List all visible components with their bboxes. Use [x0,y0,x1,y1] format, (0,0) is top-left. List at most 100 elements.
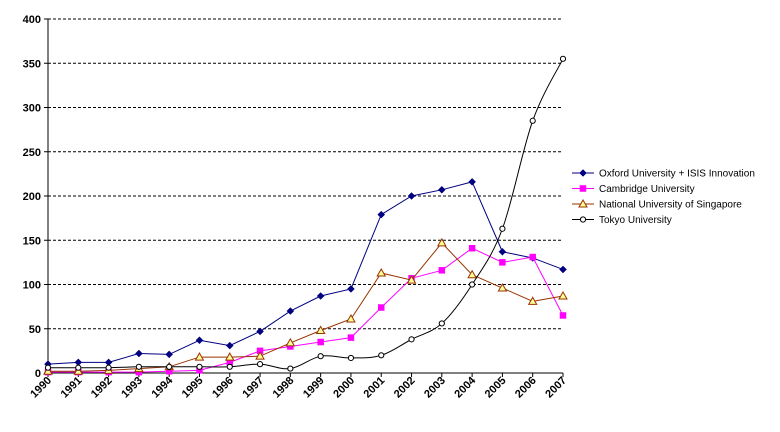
data-point [437,185,446,194]
x-tick-label: 1992 [89,375,115,401]
data-point [469,281,476,288]
data-point [195,336,204,345]
x-tick-label: 2000 [331,375,357,401]
data-point [224,352,235,361]
data-point [347,354,355,362]
y-tick-label: 0 [35,368,41,380]
x-tick-label: 1999 [301,375,327,401]
legend-swatch-marker [578,198,588,208]
data-point [317,338,324,346]
data-point [225,341,234,350]
x-tick-label: 2001 [362,375,388,401]
data-point [406,275,417,284]
data-point [529,117,536,124]
data-point [377,210,386,219]
y-tick-label: 100 [23,280,41,292]
legend-entry-1: Cambridge University [572,184,695,195]
data-point [559,312,567,319]
legend-entry-2: National University of Singapore [572,198,742,211]
series-line-2 [48,242,564,372]
x-tick-label: 1993 [119,375,145,401]
data-point [497,283,508,292]
legend-label: National University of Singapore [599,200,742,211]
data-point [196,363,203,370]
x-tick-label: 1995 [180,375,206,401]
data-point [226,363,233,370]
data-point [256,327,264,336]
y-tick-label: 150 [23,235,41,247]
series-0 [44,177,567,369]
x-tick-label: 2003 [422,375,448,401]
x-tick-label: 1997 [240,375,266,401]
data-point [347,285,355,293]
legend-swatch-marker [579,169,587,177]
legend-swatch-marker [579,216,587,223]
data-point [376,267,387,277]
data-point [559,265,567,274]
data-point [408,336,415,343]
legend-entry-0: Oxford University + ISIS Innovation [572,169,755,180]
data-point [347,334,355,341]
series-1 [44,244,567,376]
x-tick-label: 1994 [149,374,175,400]
data-point [498,247,507,256]
data-point [467,269,477,279]
legend-entry-3: Tokyo University [572,215,672,226]
data-point [285,337,296,347]
data-point [529,253,536,261]
data-point [256,361,264,368]
data-point [499,225,506,232]
x-tick-label: 1996 [210,375,236,401]
x-tick-label: 1998 [271,375,297,401]
x-tick-label: 2004 [452,374,478,400]
y-tick-label: 50 [29,324,41,336]
data-point [468,177,476,186]
data-point [499,259,506,266]
legend-label: Cambridge University [599,184,695,195]
y-tick-label: 350 [23,58,41,70]
data-point [105,364,112,371]
data-point [194,352,205,361]
data-point [165,350,174,359]
data-point [558,290,568,300]
axes [44,18,564,377]
data-point [317,353,324,360]
data-point [135,349,143,358]
legend-swatch-marker [579,185,587,192]
legend-label: Oxford University + ISIS Innovation [599,169,755,180]
legend-label: Tokyo University [599,215,672,226]
x-tick-label: 2006 [513,375,539,401]
y-tick-label: 200 [23,191,41,203]
series-group [43,55,568,376]
y-tick-labels: 0 50 100 150 200 250 300 350 400 [23,14,41,380]
data-point [286,307,295,315]
data-point [377,304,385,311]
data-point [559,55,567,62]
y-tick-label: 250 [23,147,41,159]
data-point [44,364,52,371]
data-point [436,237,447,247]
x-tick-label: 2002 [392,375,418,401]
data-point [407,192,416,200]
series-line-0 [47,181,564,365]
x-tick-label: 1991 [59,375,85,401]
x-tick-label: 1990 [28,375,54,401]
y-tick-label: 400 [23,14,41,26]
data-point [438,267,446,274]
data-point [346,314,356,323]
series-3 [44,55,567,372]
x-tick-label: 2005 [483,375,509,401]
data-point [75,364,82,371]
data-point [438,320,445,327]
data-point [287,365,294,372]
data-point [316,292,325,300]
data-point [468,244,476,252]
data-point [527,296,538,305]
y-tick-label: 300 [23,103,41,115]
legend: Oxford University + ISIS Innovation Cambr… [572,169,755,226]
data-point [315,325,326,335]
data-point [135,363,142,370]
x-tick-labels: 1990 1991 1992 1993 1994 1995 1996 1997 1998 1999… [28,374,569,400]
data-point [166,363,173,370]
